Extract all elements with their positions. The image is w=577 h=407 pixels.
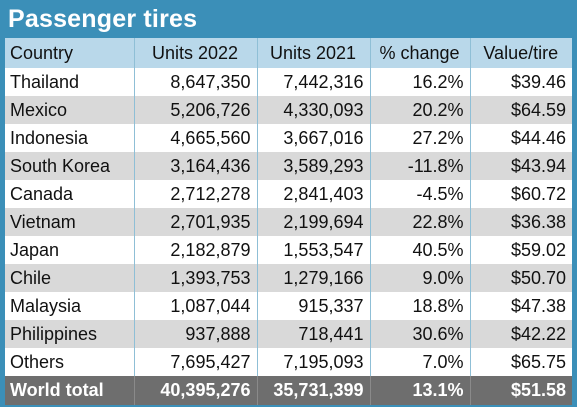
cell-country: Thailand (5, 68, 135, 96)
cell-units-2022: 4,665,560 (134, 124, 258, 152)
cell-pct-change: 7.0% (370, 348, 471, 376)
cell-units-2021: 2,841,403 (257, 180, 371, 208)
data-table: Country Units 2022 Units 2021 % change V… (5, 38, 572, 405)
cell-units-2021: 7,442,316 (257, 68, 371, 96)
cell-units-2022: 3,164,436 (134, 152, 258, 180)
cell-pct-change: 20.2% (370, 96, 471, 124)
total-units-2021: 35,731,399 (257, 376, 371, 405)
cell-pct-change: -11.8% (370, 152, 471, 180)
cell-country: Canada (5, 180, 135, 208)
cell-pct-change: 16.2% (370, 68, 471, 96)
cell-units-2021: 1,553,547 (257, 236, 371, 264)
cell-value-per-tire: $42.22 (470, 320, 572, 348)
column-header-value-per-tire: Value/tire (470, 38, 572, 68)
table-row: Canada 2,712,278 2,841,403 -4.5% $60.72 (5, 180, 572, 208)
cell-country: Malaysia (5, 292, 135, 320)
table-row: Malaysia 1,087,044 915,337 18.8% $47.38 (5, 292, 572, 320)
column-header-pct-change: % change (370, 38, 471, 68)
cell-units-2021: 4,330,093 (257, 96, 371, 124)
cell-country: Japan (5, 236, 135, 264)
table-row: Vietnam 2,701,935 2,199,694 22.8% $36.38 (5, 208, 572, 236)
cell-value-per-tire: $47.38 (470, 292, 572, 320)
column-header-units-2021: Units 2021 (257, 38, 371, 68)
table-row: Thailand 8,647,350 7,442,316 16.2% $39.46 (5, 68, 572, 96)
cell-country: Chile (5, 264, 135, 292)
table-row: South Korea 3,164,436 3,589,293 -11.8% $43.9… (5, 152, 572, 180)
cell-units-2021: 2,199,694 (257, 208, 371, 236)
cell-units-2021: 3,589,293 (257, 152, 371, 180)
cell-units-2022: 1,393,753 (134, 264, 258, 292)
cell-pct-change: 40.5% (370, 236, 471, 264)
cell-country: South Korea (5, 152, 135, 180)
cell-country: Vietnam (5, 208, 135, 236)
cell-units-2022: 8,647,350 (134, 68, 258, 96)
cell-country: Mexico (5, 96, 135, 124)
cell-units-2021: 3,667,016 (257, 124, 371, 152)
cell-country: Philippines (5, 320, 135, 348)
table-row: Chile 1,393,753 1,279,166 9.0% $50.70 (5, 264, 572, 292)
cell-pct-change: -4.5% (370, 180, 471, 208)
header-row: Country Units 2022 Units 2021 % change V… (5, 38, 572, 68)
cell-pct-change: 30.6% (370, 320, 471, 348)
cell-country: Others (5, 348, 135, 376)
cell-value-per-tire: $36.38 (470, 208, 572, 236)
cell-pct-change: 27.2% (370, 124, 471, 152)
total-pct-change: 13.1% (370, 376, 471, 405)
table-row: Philippines 937,888 718,441 30.6% $42.22 (5, 320, 572, 348)
table-row: Others 7,695,427 7,195,093 7.0% $65.75 (5, 348, 572, 376)
total-row: World total 40,395,276 35,731,399 13.1% … (5, 376, 572, 405)
cell-units-2022: 937,888 (134, 320, 258, 348)
cell-units-2021: 1,279,166 (257, 264, 371, 292)
cell-units-2022: 2,182,879 (134, 236, 258, 264)
cell-units-2022: 1,087,044 (134, 292, 258, 320)
cell-value-per-tire: $44.46 (470, 124, 572, 152)
cell-country: Indonesia (5, 124, 135, 152)
cell-value-per-tire: $64.59 (470, 96, 572, 124)
table-body: Thailand 8,647,350 7,442,316 16.2% $39.46 Mex… (5, 68, 572, 376)
cell-units-2022: 7,695,427 (134, 348, 258, 376)
column-header-units-2022: Units 2022 (134, 38, 258, 68)
cell-value-per-tire: $65.75 (470, 348, 572, 376)
cell-value-per-tire: $39.46 (470, 68, 572, 96)
table-row: Mexico 5,206,726 4,330,093 20.2% $64.59 (5, 96, 572, 124)
total-value-per-tire: $51.58 (470, 376, 572, 405)
cell-value-per-tire: $59.02 (470, 236, 572, 264)
table-row: Indonesia 4,665,560 3,667,016 27.2% $44.46 (5, 124, 572, 152)
cell-pct-change: 9.0% (370, 264, 471, 292)
cell-pct-change: 22.8% (370, 208, 471, 236)
cell-units-2022: 5,206,726 (134, 96, 258, 124)
cell-value-per-tire: $60.72 (470, 180, 572, 208)
cell-value-per-tire: $43.94 (470, 152, 572, 180)
column-header-country: Country (5, 38, 135, 68)
table-title: Passenger tires (8, 5, 198, 33)
cell-units-2021: 718,441 (257, 320, 371, 348)
table-row: Japan 2,182,879 1,553,547 40.5% $59.02 (5, 236, 572, 264)
cell-units-2021: 7,195,093 (257, 348, 371, 376)
total-label: World total (5, 376, 135, 405)
total-units-2022: 40,395,276 (134, 376, 258, 405)
cell-pct-change: 18.8% (370, 292, 471, 320)
cell-units-2022: 2,701,935 (134, 208, 258, 236)
cell-value-per-tire: $50.70 (470, 264, 572, 292)
cell-units-2021: 915,337 (257, 292, 371, 320)
cell-units-2022: 2,712,278 (134, 180, 258, 208)
